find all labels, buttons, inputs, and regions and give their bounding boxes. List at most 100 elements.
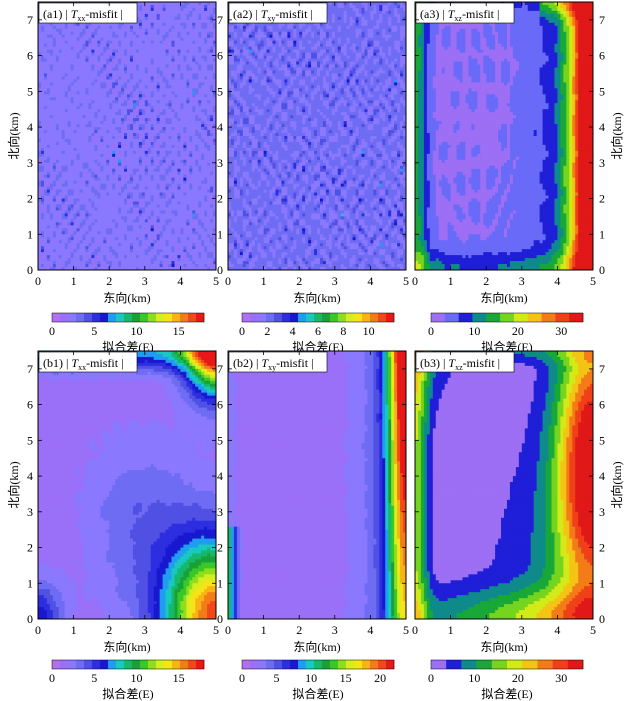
heatmap-cell [61,165,66,170]
heatmap-cell [106,97,110,101]
heatmap-cell [207,46,211,51]
heatmap-cell [183,138,187,143]
heatmap-cell [195,46,199,51]
heatmap-cell [127,195,131,200]
heatmap-cell [189,115,193,119]
heatmap-cell [162,153,167,158]
heatmap-cell [207,67,211,72]
heatmap-cell [189,73,193,78]
heatmap-cell [121,79,125,83]
heatmap-cell [88,219,92,223]
heatmap-cell [118,222,122,226]
heatmap-cell [112,103,116,107]
heatmap-cell [46,150,51,155]
heatmap-cell [112,79,116,83]
heatmap-cell [204,147,208,152]
heatmap-cell [198,88,202,92]
heatmap-cell [153,246,158,250]
heatmap-cell [213,67,216,72]
heatmap-cell [100,159,104,164]
heatmap-cell [153,61,158,66]
heatmap-cell [138,82,143,86]
heatmap-cell [88,228,92,232]
heatmap-cell [52,240,57,244]
heatmap-cell [195,43,199,48]
heatmap-cell [192,136,196,140]
heatmap-cell [43,243,48,247]
heatmap-cell [49,58,54,63]
heatmap-cell [73,210,78,215]
heatmap-cell [213,7,216,12]
heatmap-cell [171,16,176,21]
heatmap-cell [153,49,158,54]
heatmap-cell [91,112,95,116]
heatmap-cell [94,213,98,217]
heatmap-cell [189,156,193,161]
heatmap-cell [124,109,128,113]
heatmap-cell [129,97,134,101]
heatmap-cell [52,195,57,200]
heatmap-cell [70,100,75,104]
heatmap-cell [43,216,48,220]
heatmap-cell [58,210,63,215]
heatmap-cell [186,67,190,72]
heatmap-cell [88,85,92,89]
heatmap-cell [61,147,66,152]
heatmap-cell [195,246,199,250]
heatmap-cell [58,112,63,116]
heatmap-cell [91,189,95,194]
heatmap-cell [195,231,199,235]
heatmap-cell [79,70,84,75]
heatmap-cell [38,46,42,51]
heatmap-cell [38,165,42,170]
heatmap-cell [61,240,66,244]
heatmap-cell [43,22,48,27]
heatmap-cell [165,210,170,215]
heatmap-cell [43,130,48,134]
heatmap-cell [210,2,214,6]
heatmap-cell [67,22,72,27]
heatmap-cell [186,174,190,179]
heatmap-cell [150,141,155,146]
heatmap-cell [201,46,205,51]
heatmap-cell [91,31,95,36]
heatmap-cell [153,70,158,75]
heatmap-cell [129,147,134,152]
heatmap-cell [174,112,179,116]
heatmap-cell [168,180,173,185]
heatmap-cell [82,100,87,104]
heatmap-cell [207,49,211,54]
heatmap-cell [76,40,81,45]
heatmap-cell [112,219,116,223]
heatmap-cell [118,70,122,75]
heatmap-cell [135,207,140,212]
heatmap-cell [109,52,113,57]
heatmap-cell [49,76,54,81]
heatmap-cell [70,121,75,125]
heatmap-cell [138,201,143,206]
heatmap-cell [168,103,173,107]
heatmap-cell [73,61,78,66]
heatmap-cell [112,147,116,152]
heatmap-cell [88,180,92,185]
heatmap-cell [198,246,202,250]
heatmap-cell [174,58,179,63]
heatmap-cell [162,180,167,185]
heatmap-cell [58,40,63,45]
heatmap-cell [168,136,173,140]
heatmap-cell [52,177,57,182]
heatmap-cell [46,25,51,30]
heatmap-cell [192,64,196,69]
heatmap-cell [85,231,90,235]
heatmap-cell [112,67,116,72]
heatmap-cell [115,85,119,89]
heatmap-cell [201,228,205,232]
heatmap-cell [46,37,51,42]
heatmap-cell [115,195,119,200]
heatmap-cell [109,130,113,134]
heatmap-cell [88,79,92,83]
heatmap-cell [213,82,216,86]
heatmap-cell [201,34,205,39]
heatmap-cell [162,189,167,194]
heatmap-cell [91,246,95,250]
